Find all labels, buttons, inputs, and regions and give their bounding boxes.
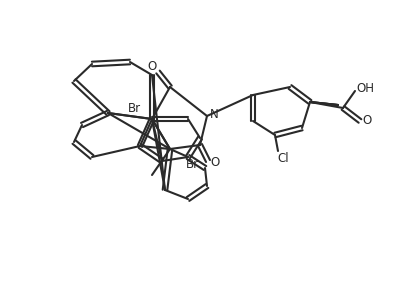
Text: Br: Br bbox=[186, 158, 198, 171]
Text: O: O bbox=[210, 156, 220, 170]
Text: O: O bbox=[147, 61, 156, 74]
Text: O: O bbox=[362, 115, 371, 128]
Text: Cl: Cl bbox=[277, 153, 289, 166]
Text: Br: Br bbox=[127, 102, 141, 115]
Text: N: N bbox=[210, 108, 218, 121]
Text: OH: OH bbox=[356, 83, 374, 95]
